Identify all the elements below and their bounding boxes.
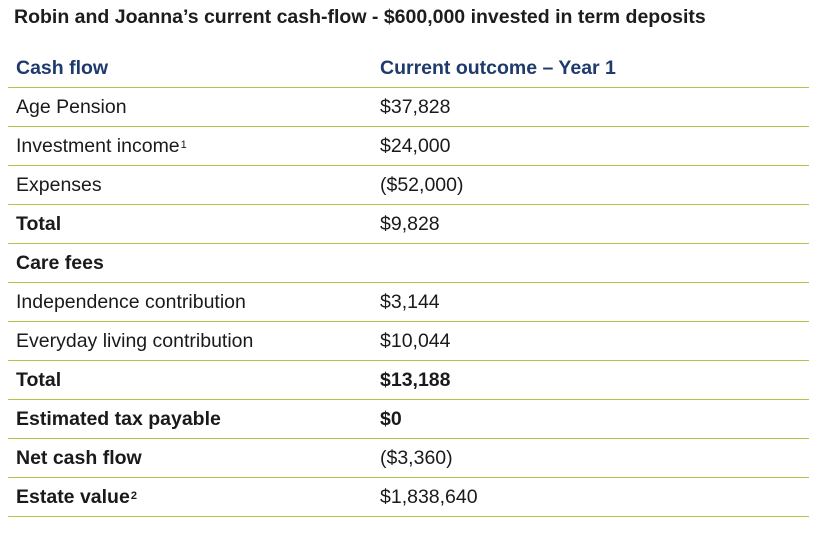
table-row-total-care-fees: Total $13,188 bbox=[8, 361, 809, 400]
row-label: Everyday living contribution bbox=[16, 329, 254, 352]
table-row-expenses: Expenses ($52,000) bbox=[8, 166, 809, 205]
row-label: Total bbox=[16, 368, 62, 391]
row-value: $10,044 bbox=[380, 329, 451, 352]
table-row-care-fees: Care fees bbox=[8, 244, 809, 283]
row-value: $37,828 bbox=[380, 95, 451, 118]
row-label-wrap: Estate value 2 bbox=[16, 478, 137, 516]
cash-flow-table: Cash flow Current outcome – Year 1 Age P… bbox=[8, 50, 809, 517]
footnote-marker: 1 bbox=[180, 139, 187, 151]
row-value: $0 bbox=[380, 407, 402, 430]
table-row-age-pension: Age Pension $37,828 bbox=[8, 88, 809, 127]
table-title: Robin and Joanna’s current cash-flow - $… bbox=[14, 6, 706, 28]
row-label: Net cash flow bbox=[16, 446, 142, 469]
row-value: $13,188 bbox=[380, 368, 451, 391]
row-label: Investment income bbox=[16, 134, 180, 157]
table-header-row: Cash flow Current outcome – Year 1 bbox=[8, 50, 809, 88]
section-label: Care fees bbox=[16, 251, 104, 274]
row-label-wrap: Investment income 1 bbox=[16, 127, 187, 165]
table-row-estimated-tax: Estimated tax payable $0 bbox=[8, 400, 809, 439]
header-cash-flow: Cash flow bbox=[16, 57, 109, 79]
row-label: Age Pension bbox=[16, 95, 127, 118]
table-row-independence-contribution: Independence contribution $3,144 bbox=[8, 283, 809, 322]
row-label: Total bbox=[16, 212, 62, 235]
row-label: Estimated tax payable bbox=[16, 407, 221, 430]
footnote-marker: 2 bbox=[130, 490, 137, 502]
row-value: ($3,360) bbox=[380, 446, 453, 469]
row-value: $3,144 bbox=[380, 290, 440, 313]
table-row-total-income: Total $9,828 bbox=[8, 205, 809, 244]
table-row-net-cash-flow: Net cash flow ($3,360) bbox=[8, 439, 809, 478]
row-value: $24,000 bbox=[380, 134, 451, 157]
row-value: $1,838,640 bbox=[380, 485, 478, 508]
row-value: ($52,000) bbox=[380, 173, 464, 196]
row-label: Expenses bbox=[16, 173, 102, 196]
row-label: Estate value bbox=[16, 485, 130, 508]
header-current-outcome: Current outcome – Year 1 bbox=[380, 57, 616, 79]
table-row-everyday-living-contribution: Everyday living contribution $10,044 bbox=[8, 322, 809, 361]
table-row-investment-income: Investment income 1 $24,000 bbox=[8, 127, 809, 166]
row-value: $9,828 bbox=[380, 212, 440, 235]
row-label: Independence contribution bbox=[16, 290, 246, 313]
table-row-estate-value: Estate value 2 $1,838,640 bbox=[8, 478, 809, 517]
